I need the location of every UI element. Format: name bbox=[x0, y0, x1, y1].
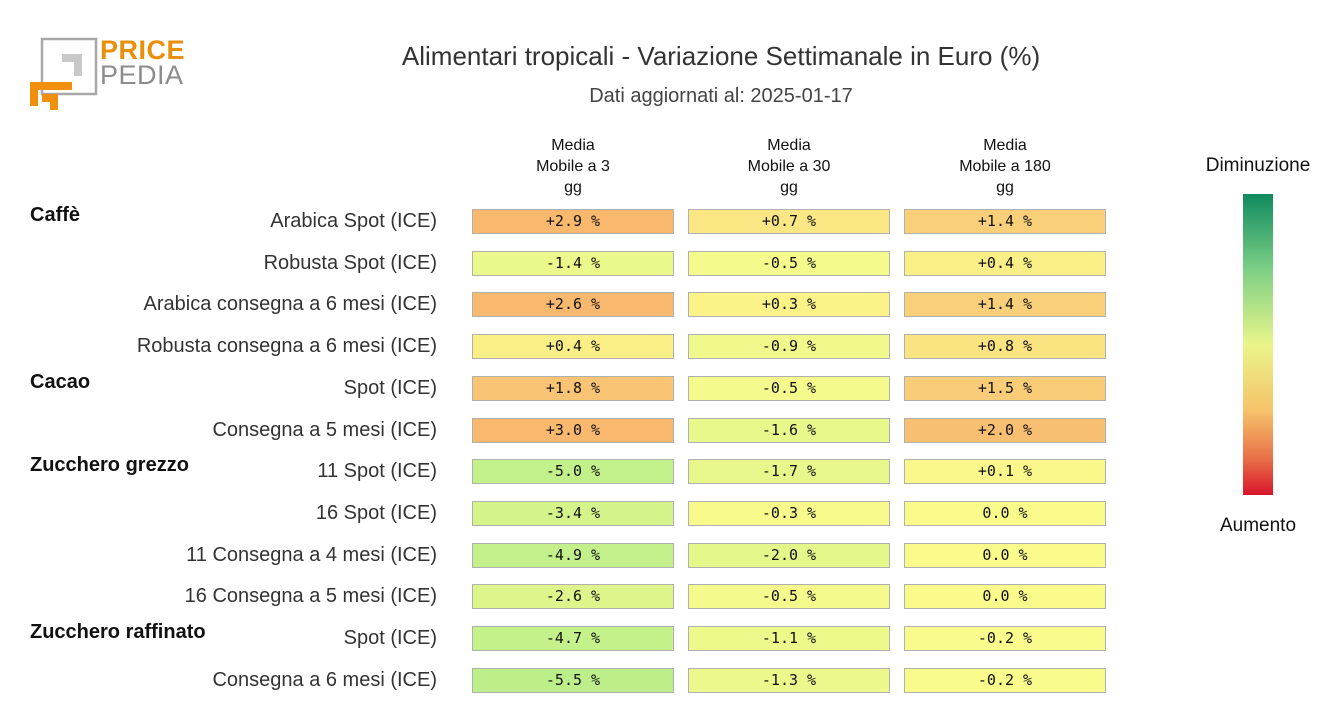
chart-title: Alimentari tropicali - Variazione Settim… bbox=[401, 41, 1041, 71]
heatmap-cell: +0.4 % bbox=[904, 250, 1106, 276]
row-label: 16 Consegna a 5 mesi (ICE) bbox=[184, 585, 437, 608]
row-label: Consegna a 6 mesi (ICE) bbox=[212, 668, 437, 691]
row-label: Robusta consegna a 6 mesi (ICE) bbox=[136, 335, 437, 358]
heatmap-cell: +3.0 % bbox=[472, 417, 674, 443]
row-label: 16 Spot (ICE) bbox=[315, 501, 437, 524]
heatmap-cell: +1.8 % bbox=[472, 375, 674, 401]
row-label: Spot (ICE) bbox=[343, 376, 437, 399]
heatmap-cell: -1.7 % bbox=[688, 459, 890, 485]
column-header-line: Mobile a 3 bbox=[536, 158, 610, 175]
heatmap-cell: +0.3 % bbox=[688, 292, 890, 318]
group-label: Caffè bbox=[30, 204, 81, 226]
row-label: 11 Spot (ICE) bbox=[317, 460, 437, 483]
column-header-line: Media bbox=[983, 137, 1027, 154]
heatmap-cell: +2.6 % bbox=[472, 292, 674, 318]
column-header-line: Mobile a 180 bbox=[959, 158, 1051, 175]
heatmap-cell: +0.8 % bbox=[904, 334, 1106, 360]
column-header: Media Mobile a 3 gg bbox=[472, 135, 674, 198]
column-header: Media Mobile a 30 gg bbox=[688, 135, 890, 198]
column-header-line: gg bbox=[564, 179, 582, 196]
heatmap-cell: -0.5 % bbox=[688, 250, 890, 276]
logo-word-price: PRICE bbox=[100, 35, 186, 65]
row-label: 11 Consegna a 4 mesi (ICE) bbox=[186, 543, 437, 566]
heatmap-cell: +1.5 % bbox=[904, 375, 1106, 401]
column-header-line: gg bbox=[996, 179, 1014, 196]
column-header-line: gg bbox=[780, 179, 798, 196]
group-label: Zucchero grezzo bbox=[30, 454, 189, 477]
row-label: Spot (ICE) bbox=[343, 627, 437, 649]
legend-top-label: Diminuzione bbox=[1205, 155, 1311, 176]
heatmap-cell: +0.7 % bbox=[688, 209, 890, 234]
heatmap-cell: 0.0 % bbox=[904, 542, 1106, 568]
heatmap-cell: 0.0 % bbox=[904, 500, 1106, 526]
heatmap-cell: -1.6 % bbox=[688, 417, 890, 443]
heatmap-cell: -0.5 % bbox=[688, 375, 890, 401]
heatmap-cell: +0.4 % bbox=[472, 334, 674, 360]
pricepedia-logo: PRICE PEDIA bbox=[28, 36, 188, 111]
logo-mark-icon bbox=[30, 37, 98, 110]
column-header-line: Media bbox=[767, 137, 811, 154]
heatmap-cell: 0.0 % bbox=[904, 584, 1106, 610]
chart-subtitle: Dati aggiornati al: 2025-01-17 bbox=[589, 85, 853, 107]
heatmap-cell: -0.9 % bbox=[688, 334, 890, 360]
column-header-line: Media bbox=[551, 137, 595, 154]
legend-color-scale bbox=[1243, 194, 1273, 495]
heatmap-cell: +2.0 % bbox=[904, 417, 1106, 443]
heatmap-cell: -0.2 % bbox=[904, 667, 1106, 693]
heatmap-cell: -3.4 % bbox=[472, 500, 674, 526]
heatmap-cell: +2.9 % bbox=[472, 209, 674, 234]
logo-word-pedia: PEDIA bbox=[100, 60, 184, 90]
heatmap-cell: -0.5 % bbox=[688, 584, 890, 610]
legend-bottom-label: Aumento bbox=[1219, 515, 1297, 536]
row-label: Consegna a 5 mesi (ICE) bbox=[212, 418, 437, 441]
row-label: Arabica consegna a 6 mesi (ICE) bbox=[143, 293, 437, 316]
heatmap-cell: +1.4 % bbox=[904, 292, 1106, 318]
group-label: Zucchero raffinato bbox=[30, 621, 206, 643]
heatmap-cell: -1.4 % bbox=[472, 250, 674, 276]
heatmap-cell: -2.6 % bbox=[472, 584, 674, 610]
column-header: Media Mobile a 180 gg bbox=[904, 135, 1106, 198]
heatmap-cell: -1.3 % bbox=[688, 667, 890, 693]
heatmap-cell: -5.0 % bbox=[472, 459, 674, 485]
group-label: Cacao bbox=[30, 370, 91, 393]
heatmap-cell: -0.3 % bbox=[688, 500, 890, 526]
row-label: Robusta Spot (ICE) bbox=[263, 251, 437, 274]
heatmap-cell: -4.7 % bbox=[472, 626, 674, 651]
heatmap-cell: +1.4 % bbox=[904, 209, 1106, 234]
heatmap-cell: -0.2 % bbox=[904, 626, 1106, 651]
heatmap-cell: -4.9 % bbox=[472, 542, 674, 568]
column-header-line: Mobile a 30 bbox=[747, 158, 831, 175]
heatmap-cell: -5.5 % bbox=[472, 667, 674, 693]
heatmap-cell: -2.0 % bbox=[688, 542, 890, 568]
heatmap-cell: +0.1 % bbox=[904, 459, 1106, 485]
heatmap-cell: -1.1 % bbox=[688, 626, 890, 651]
row-label: Arabica Spot (ICE) bbox=[270, 210, 437, 232]
